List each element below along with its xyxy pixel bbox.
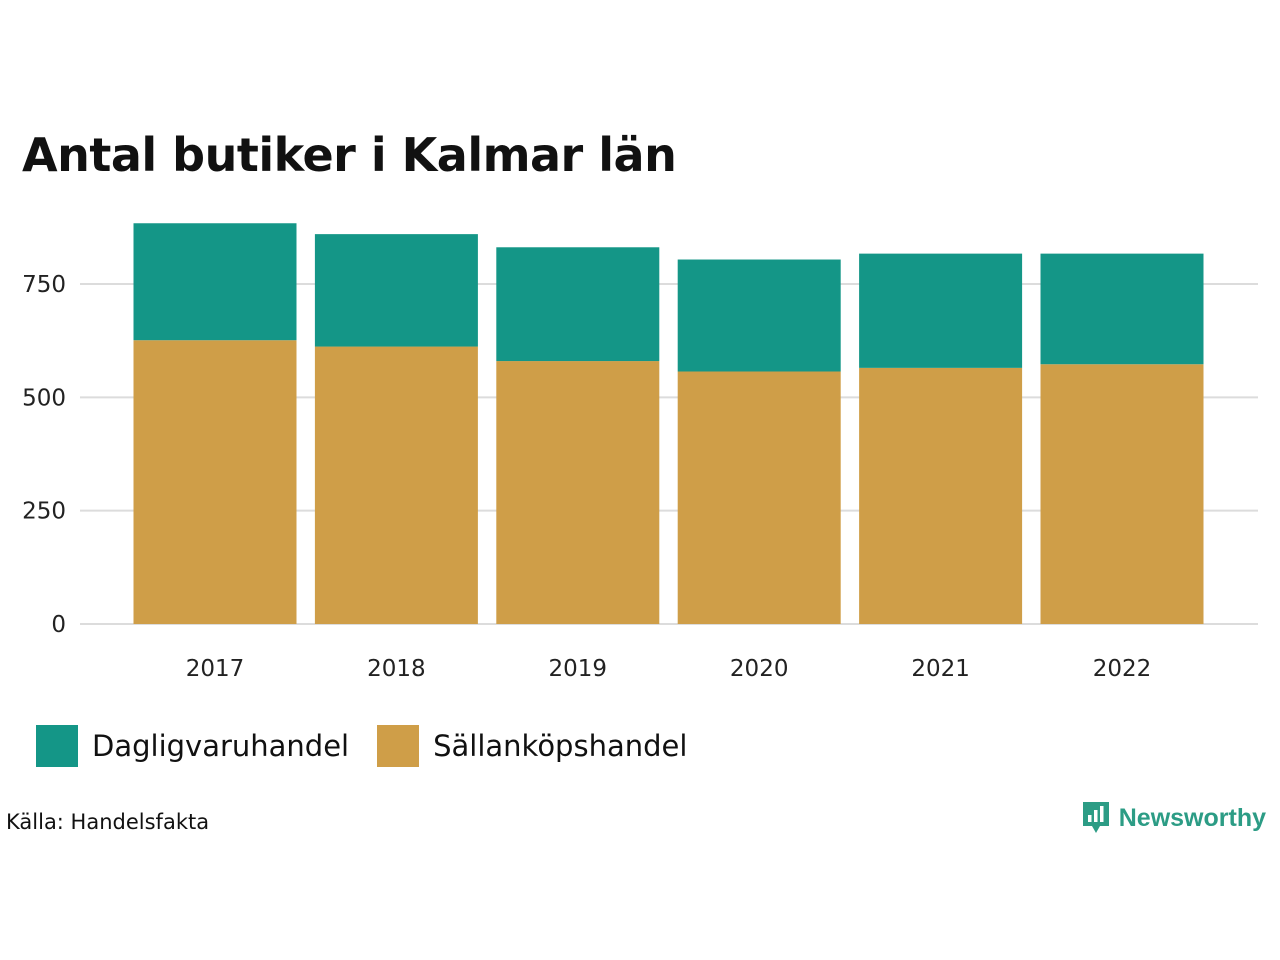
bar-2018-sällanköpshandel[interactable] bbox=[314, 346, 478, 624]
x-tick-label: 2020 bbox=[730, 656, 789, 682]
x-tick-label: 2018 bbox=[367, 656, 426, 682]
y-tick-label: 500 bbox=[22, 385, 66, 411]
chart-plot: 0 250 500 750 2017 2018 2019 2020 2021 2022 bbox=[22, 223, 1258, 682]
source-note: Källa: Handelsfakta bbox=[6, 810, 210, 834]
bar-2021-sällanköpshandel[interactable] bbox=[859, 367, 1023, 624]
x-tick-label: 2022 bbox=[1093, 656, 1152, 682]
bar-2017-sällanköpshandel[interactable] bbox=[133, 340, 297, 624]
bar-2018-dagligvaruhandel[interactable] bbox=[314, 234, 478, 347]
bar-2022-dagligvaruhandel[interactable] bbox=[1040, 253, 1204, 365]
bar-2022-sällanköpshandel[interactable] bbox=[1040, 364, 1204, 624]
bar-2017-dagligvaruhandel[interactable] bbox=[133, 223, 297, 341]
legend-label-dagligvaruhandel: Dagligvaruhandel bbox=[92, 729, 350, 763]
y-tick-label: 0 bbox=[51, 612, 66, 638]
legend-swatch-sallankopshandel bbox=[377, 725, 420, 767]
legend-item-sallankopshandel[interactable]: Sällanköpshandel bbox=[377, 725, 687, 767]
brand-logo[interactable]: Newsworthy bbox=[1081, 800, 1266, 836]
bar-2019-dagligvaruhandel[interactable] bbox=[496, 247, 660, 362]
bar-2020-dagligvaruhandel[interactable] bbox=[677, 259, 841, 372]
brand-name: Newsworthy bbox=[1118, 803, 1266, 832]
x-tick-label: 2021 bbox=[911, 656, 970, 682]
chart-title: Antal butiker i Kalmar län bbox=[22, 128, 677, 182]
y-tick-label: 250 bbox=[22, 499, 66, 525]
legend-item-dagligvaruhandel[interactable]: Dagligvaruhandel bbox=[36, 725, 349, 767]
legend-swatch-dagligvaruhandel bbox=[36, 725, 78, 767]
bar-2021-dagligvaruhandel[interactable] bbox=[859, 253, 1023, 368]
bar-2019-sällanköpshandel[interactable] bbox=[496, 361, 660, 624]
legend-label-sallankopshandel: Sällanköpshandel bbox=[433, 729, 688, 763]
bar-chart-speech-bubble-icon bbox=[1082, 802, 1109, 833]
y-tick-label: 750 bbox=[22, 272, 66, 298]
x-tick-label: 2017 bbox=[186, 656, 245, 682]
bar-2020-sällanköpshandel[interactable] bbox=[677, 371, 841, 624]
x-tick-label: 2019 bbox=[549, 656, 608, 682]
legend: Dagligvaruhandel Sällanköpshandel bbox=[36, 725, 715, 767]
